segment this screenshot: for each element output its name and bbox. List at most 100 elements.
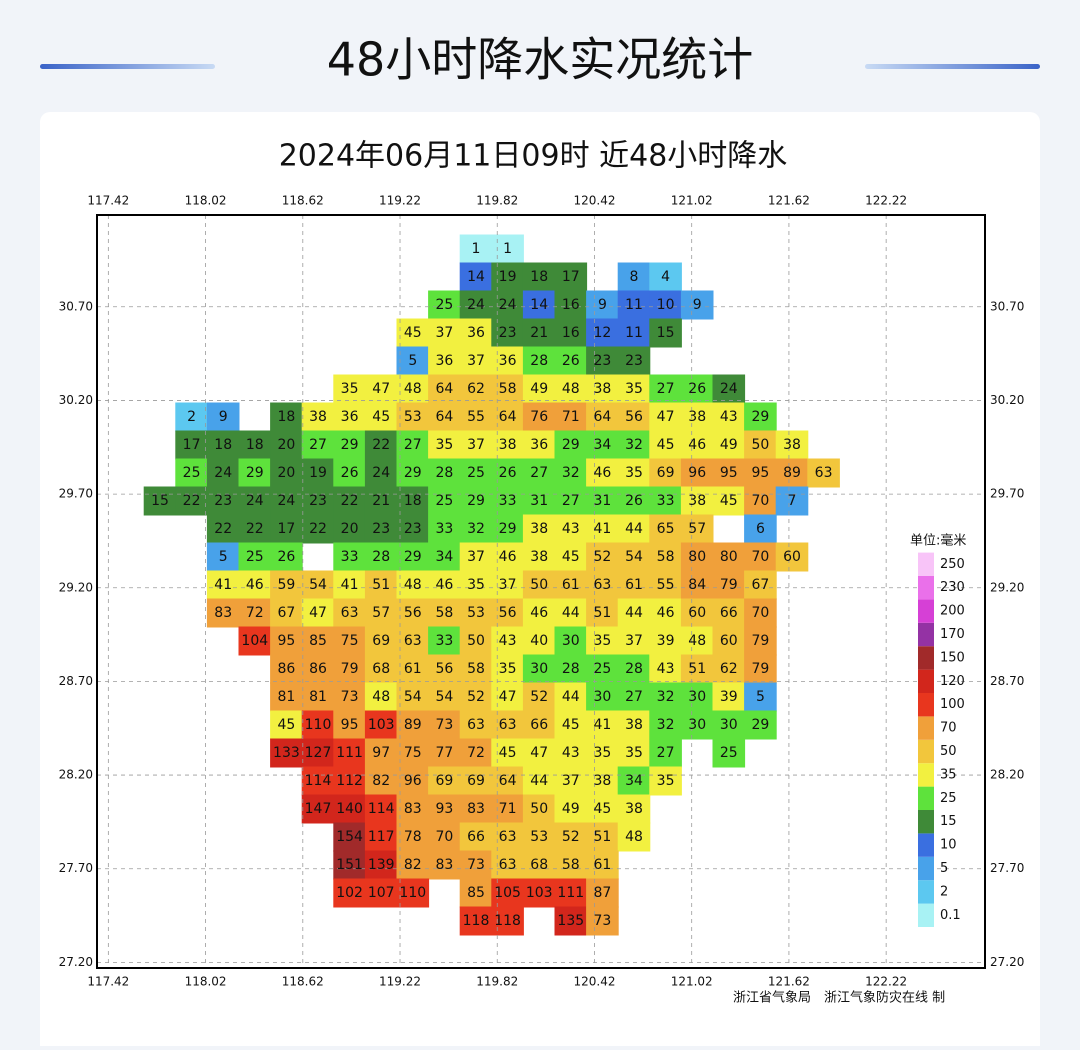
rain-value: 114 [368,801,395,817]
rain-value: 63 [341,605,359,621]
rain-cell [649,458,682,488]
rain-cell [491,710,524,740]
rain-value: 25 [435,493,453,509]
rain-cell [586,738,619,768]
legend-label: 15 [940,814,957,829]
rain-value: 2 [187,409,196,425]
rain-value: 52 [593,549,611,565]
rain-value: 85 [467,885,485,901]
rain-value: 83 [467,801,485,817]
rain-value: 80 [688,549,706,565]
rain-value: 83 [404,801,422,817]
rain-cell [364,710,398,740]
rain-value: 112 [336,773,363,789]
y-tick-label: 27.70 [59,861,93,875]
rain-cell [396,458,430,488]
rain-value: 46 [688,437,706,453]
x-tick-label: 121.62 [768,975,810,989]
rain-value: 49 [720,437,738,453]
rain-cell [333,682,366,712]
rain-value: 16 [562,325,580,341]
rain-cell [775,486,809,516]
rain-value: 38 [688,409,706,425]
rain-value: 73 [593,913,611,929]
rain-cell [333,486,366,516]
x-tick-label: 122.22 [865,975,907,989]
rain-cell [364,766,398,796]
rain-value: 30 [593,689,611,705]
rain-value: 28 [625,661,643,677]
rain-value: 28 [435,465,453,481]
rain-value: 79 [720,577,738,593]
rain-cell [491,766,524,796]
rain-value: 24 [720,381,738,397]
rain-cell [712,486,746,516]
rain-value: 83 [435,857,453,873]
rain-cell [175,430,208,460]
rain-value: 38 [593,773,611,789]
rain-cell [680,654,714,684]
rain-cell [617,318,651,348]
rain-cell [459,402,493,432]
rain-cell [680,598,714,628]
rain-cell [680,402,714,432]
rain-cell [712,654,746,684]
rain-cell [649,598,682,628]
legend-swatch [918,903,934,927]
rain-cell [712,626,746,656]
rain-value: 36 [467,325,485,341]
rain-value: 37 [562,773,580,789]
rain-cell [554,682,588,712]
legend-label: 50 [940,744,957,759]
rain-cell [333,430,366,460]
rain-cell [491,374,524,404]
rain-value: 37 [467,353,485,369]
rain-value: 56 [625,409,643,425]
rain-value: 79 [341,661,359,677]
rain-cell [333,850,366,880]
rain-value: 62 [467,381,485,397]
rain-cell [491,346,524,376]
rain-value: 29 [404,465,422,481]
rain-cell [459,514,493,544]
rain-value: 38 [625,801,643,817]
rain-cell [396,878,430,908]
x-tick-label: 120.42 [573,975,615,989]
rain-cell [459,878,493,908]
rain-cell [680,570,714,600]
rain-value: 41 [341,577,359,593]
rain-value: 41 [214,577,232,593]
legend-swatch [918,856,934,881]
rain-value: 57 [372,605,390,621]
rain-value: 25 [435,297,453,313]
rain-cell [459,542,493,572]
rain-value: 24 [372,465,390,481]
rain-cell [680,626,714,656]
rain-cell [396,598,430,628]
rain-value: 70 [435,829,453,845]
rain-value: 45 [593,801,611,817]
rain-value: 31 [530,493,548,509]
rain-cell [459,822,493,852]
rain-value: 73 [467,857,485,873]
rain-value: 95 [720,465,738,481]
rain-value: 114 [305,773,332,789]
rain-value: 45 [720,493,738,509]
rain-value: 86 [277,661,295,677]
rain-value: 47 [499,689,517,705]
rain-cell [238,570,272,600]
x-tick-label: 117.42 [87,194,129,208]
rain-cell [522,402,556,432]
rain-value: 103 [526,885,553,901]
rain-cell [617,822,651,852]
rain-cell [522,290,556,320]
rain-value: 64 [435,381,453,397]
rain-cell [459,710,493,740]
rain-cell [428,514,461,544]
rain-value: 47 [530,745,548,761]
rain-value: 18 [277,409,295,425]
rain-cell [459,374,493,404]
x-tick-label: 120.42 [573,194,615,208]
rain-cell [617,514,651,544]
